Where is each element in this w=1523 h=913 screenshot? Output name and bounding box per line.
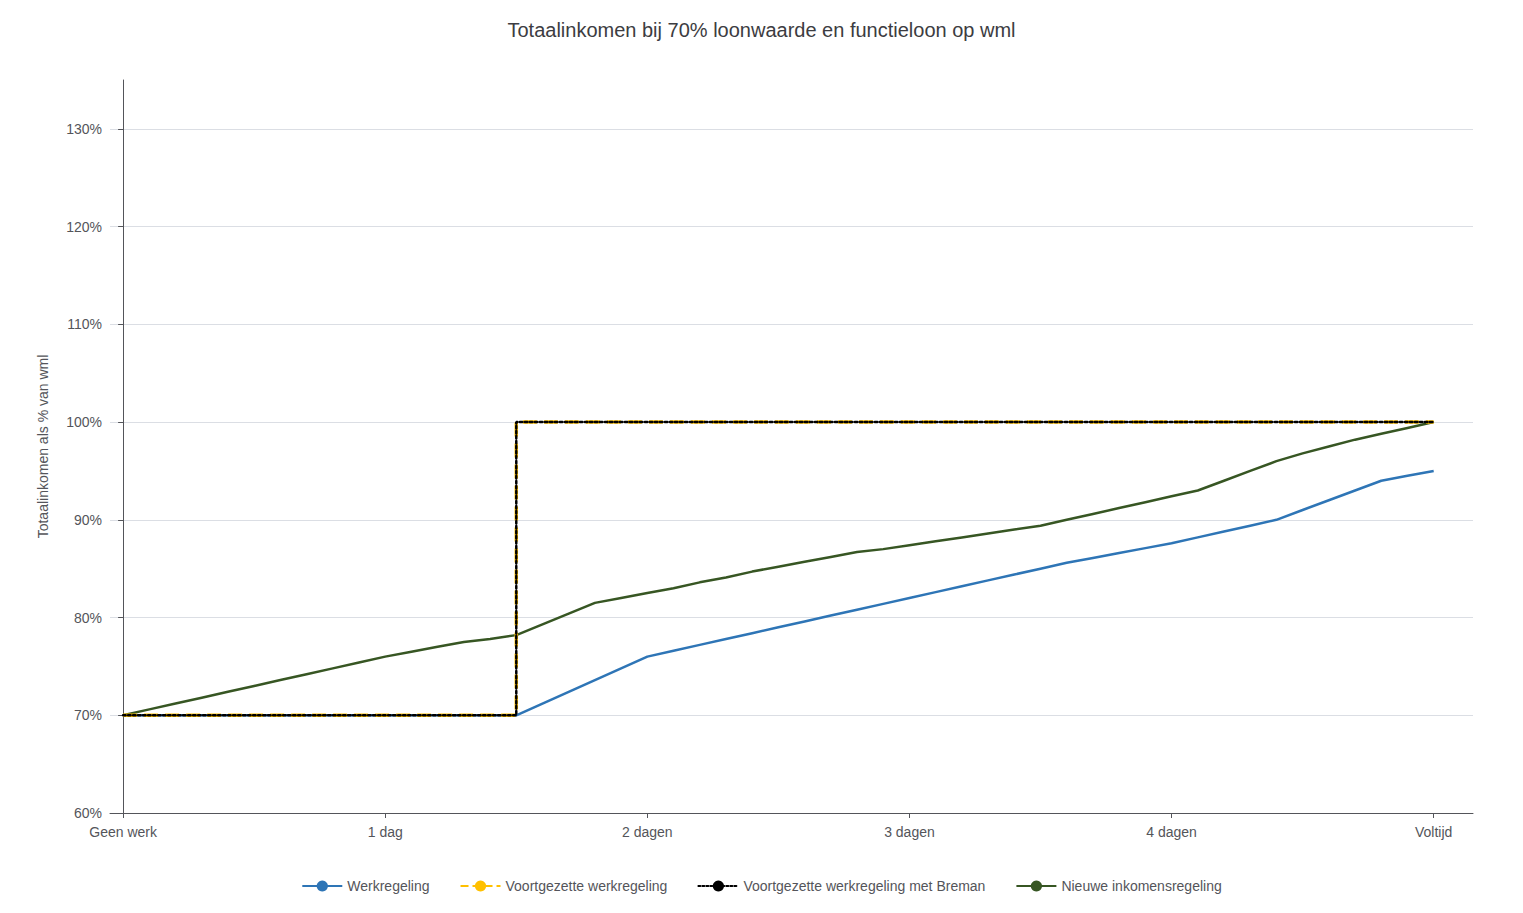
- svg-text:80%: 80%: [74, 610, 102, 626]
- svg-text:Totaalinkomen als % van wml: Totaalinkomen als % van wml: [35, 355, 51, 539]
- svg-text:Totaalinkomen bij 70% loonwaar: Totaalinkomen bij 70% loonwaarde en func…: [507, 19, 1015, 41]
- svg-text:Nieuwe inkomensregeling: Nieuwe inkomensregeling: [1061, 878, 1221, 894]
- svg-text:60%: 60%: [74, 805, 102, 821]
- svg-text:70%: 70%: [74, 707, 102, 723]
- svg-text:2 dagen: 2 dagen: [622, 824, 673, 840]
- svg-text:130%: 130%: [66, 121, 102, 137]
- svg-text:Werkregeling: Werkregeling: [347, 878, 429, 894]
- svg-text:90%: 90%: [74, 512, 102, 528]
- svg-text:Voortgezette werkregeling: Voortgezette werkregeling: [506, 878, 668, 894]
- svg-text:100%: 100%: [66, 414, 102, 430]
- svg-text:110%: 110%: [67, 316, 102, 332]
- svg-text:1 dag: 1 dag: [368, 824, 403, 840]
- svg-text:Voortgezette werkregeling met: Voortgezette werkregeling met Breman: [743, 878, 985, 894]
- svg-text:120%: 120%: [66, 219, 102, 235]
- svg-text:3 dagen: 3 dagen: [884, 824, 935, 840]
- svg-text:Voltijd: Voltijd: [1415, 824, 1452, 840]
- svg-text:4 dagen: 4 dagen: [1146, 824, 1197, 840]
- svg-text:Geen werk: Geen werk: [89, 824, 158, 840]
